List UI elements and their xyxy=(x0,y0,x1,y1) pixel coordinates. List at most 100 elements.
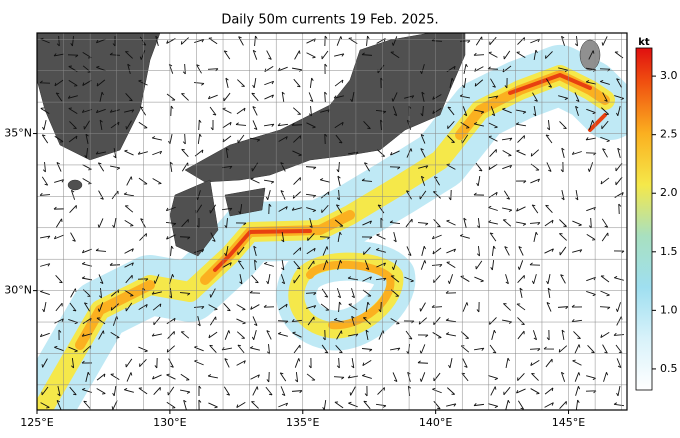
current-arrow xyxy=(237,134,245,144)
current-arrow xyxy=(361,178,373,182)
current-arrow xyxy=(193,82,205,86)
current-arrow xyxy=(572,359,582,366)
current-arrow xyxy=(433,372,441,382)
current-arrow xyxy=(209,204,217,214)
current-arrow xyxy=(351,315,355,326)
current-arrow xyxy=(321,50,329,60)
current-arrow xyxy=(432,247,442,255)
current-arrow xyxy=(362,317,372,325)
current-arrow xyxy=(170,105,174,117)
current-arrow xyxy=(68,107,78,114)
current-arrow xyxy=(268,203,272,215)
current-arrow xyxy=(336,288,342,299)
current-arrow xyxy=(53,206,65,210)
current-arrow xyxy=(488,95,499,99)
current-arrow xyxy=(362,220,372,226)
current-arrow xyxy=(517,373,525,381)
current-arrow xyxy=(291,390,303,394)
current-arrow xyxy=(251,92,259,102)
current-arrow xyxy=(334,53,345,57)
current-arrow xyxy=(152,303,162,311)
current-arrow xyxy=(266,330,272,340)
current-arrows xyxy=(39,35,625,410)
current-arrow xyxy=(515,180,527,184)
current-arrow xyxy=(110,373,120,381)
current-arrow xyxy=(335,134,343,144)
current-arrow xyxy=(85,371,90,382)
current-arrow xyxy=(490,259,495,271)
current-arrow xyxy=(263,304,275,308)
current-arrow xyxy=(459,40,471,44)
current-arrow xyxy=(236,402,246,408)
current-arrow xyxy=(137,151,148,155)
current-arrow xyxy=(462,358,468,368)
current-arrow xyxy=(476,301,480,313)
current-arrow xyxy=(99,91,104,102)
current-arrow xyxy=(153,274,160,284)
current-arrow xyxy=(364,162,370,172)
current-arrow xyxy=(324,35,328,47)
current-arrow xyxy=(166,93,176,101)
current-arrow xyxy=(559,121,567,130)
current-arrow xyxy=(39,80,51,84)
current-arrow xyxy=(585,80,596,85)
colorbar-tick-label: 1.0 xyxy=(660,303,678,316)
current-arrow xyxy=(488,403,498,409)
current-arrow xyxy=(250,177,260,184)
current-arrow xyxy=(42,302,47,313)
current-arrow xyxy=(473,122,484,127)
current-arrow xyxy=(390,275,400,283)
current-arrow xyxy=(531,373,539,381)
current-arrow xyxy=(96,373,106,381)
current-arrow xyxy=(112,385,117,397)
current-arrow xyxy=(365,301,370,313)
current-arrow xyxy=(224,358,230,368)
current-arrow xyxy=(40,37,50,44)
current-arrow xyxy=(306,305,317,309)
current-arrow xyxy=(515,122,527,127)
current-arrow xyxy=(254,259,258,271)
current-arrow xyxy=(473,403,485,407)
current-arrow xyxy=(252,49,258,60)
current-arrow xyxy=(336,330,343,340)
current-arrow xyxy=(252,77,257,89)
current-arrow xyxy=(365,329,369,340)
current-arrow xyxy=(197,133,202,145)
current-arrow xyxy=(347,276,359,281)
current-arrow xyxy=(124,262,134,268)
current-arrow xyxy=(600,331,610,339)
current-arrow xyxy=(155,35,159,46)
current-arrow xyxy=(125,274,133,284)
current-arrow xyxy=(139,233,147,241)
current-arrow xyxy=(236,107,246,115)
current-arrow xyxy=(421,91,425,102)
current-arrow xyxy=(389,220,401,225)
current-arrow xyxy=(488,122,498,129)
current-arrow xyxy=(616,386,621,397)
current-arrow xyxy=(139,106,147,116)
current-arrow xyxy=(532,330,538,341)
current-arrow xyxy=(98,330,105,340)
current-arrow xyxy=(151,136,162,141)
current-arrow xyxy=(293,260,301,270)
current-arrow xyxy=(293,274,301,284)
current-arrow xyxy=(207,94,218,100)
current-arrow xyxy=(82,178,92,185)
current-arrow xyxy=(166,234,176,240)
current-arrow xyxy=(447,106,455,116)
current-arrow xyxy=(420,105,424,117)
current-arrow xyxy=(125,120,132,130)
current-arrow xyxy=(559,233,567,241)
current-arrow xyxy=(181,148,189,158)
current-arrow xyxy=(324,133,328,145)
current-arrow xyxy=(377,204,385,214)
current-arrow xyxy=(293,135,302,143)
current-arrow xyxy=(209,288,216,298)
current-arrow xyxy=(449,77,454,88)
current-arrow xyxy=(502,219,512,227)
current-arrow xyxy=(546,119,550,131)
current-arrow xyxy=(181,162,189,172)
current-arrow xyxy=(517,330,525,340)
current-arrow xyxy=(488,191,498,199)
current-arrow xyxy=(544,219,554,227)
